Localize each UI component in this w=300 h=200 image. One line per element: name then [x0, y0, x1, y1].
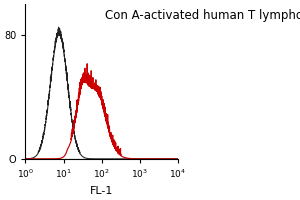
Text: Con A-activated human T lymphocytes: Con A-activated human T lymphocytes: [105, 9, 300, 22]
X-axis label: FL-1: FL-1: [90, 186, 113, 196]
